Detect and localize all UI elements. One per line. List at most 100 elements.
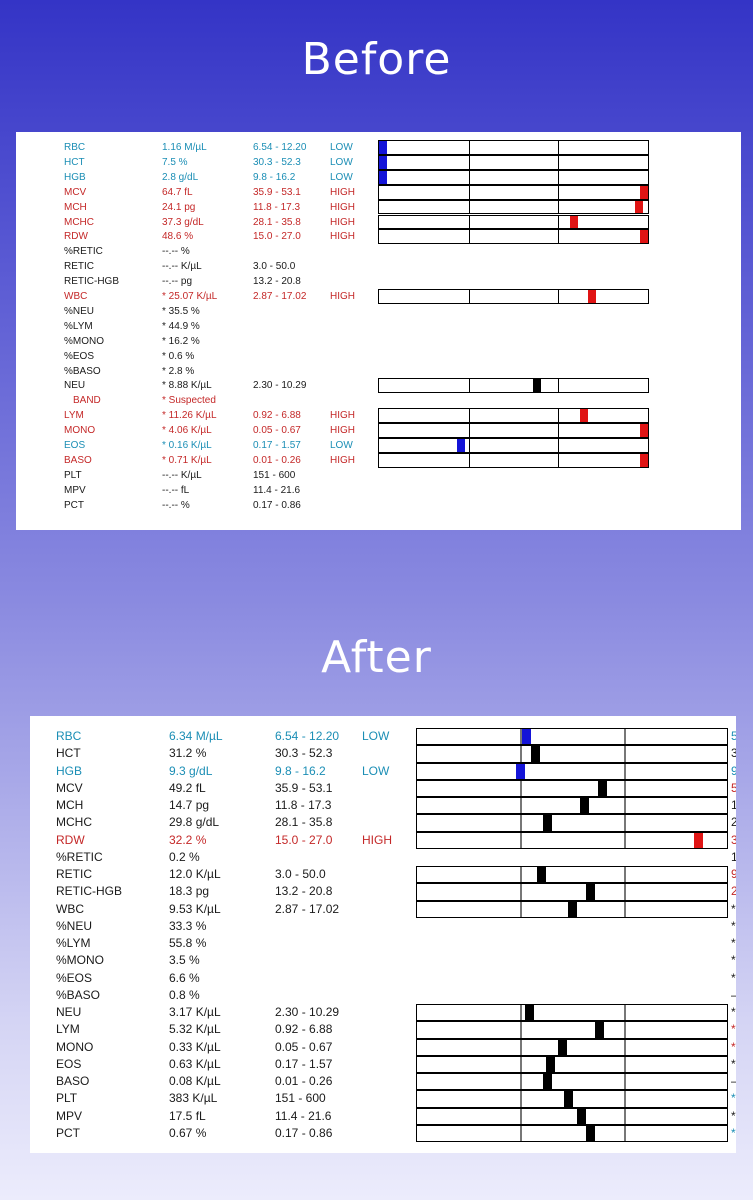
reference-range: 151 - 600 <box>275 1091 326 1106</box>
test-name: LYM <box>64 410 84 422</box>
test-value: * 0.71 K/µL <box>162 454 212 466</box>
range-marker <box>564 1091 573 1107</box>
test-value: 2.8 g/dL <box>162 171 199 183</box>
range-indicator-bar <box>416 728 728 746</box>
reference-range: 0.05 - 0.67 <box>275 1039 333 1054</box>
range-indicator-bar <box>416 1124 728 1142</box>
range-marker <box>457 439 465 452</box>
result-row-band: BAND * Suspected <box>16 393 741 408</box>
range-marker <box>379 155 387 169</box>
status-flag: HIGH <box>330 425 355 437</box>
range-indicator-bar <box>416 779 728 797</box>
test-value: 0.63 K/µL <box>169 1056 221 1071</box>
result-row-pct-mono: %MONO * 16.2 % <box>16 334 741 349</box>
reference-range: 11.8 - 17.3 <box>253 201 301 213</box>
result-row-mchc: MCHC 29.8 g/dL 28.1 - 35.8 2 <box>30 814 736 832</box>
range-marker <box>568 901 577 917</box>
range-marker <box>598 780 607 796</box>
test-name: HGB <box>56 763 83 778</box>
clipped-edge-text: * <box>731 1056 736 1071</box>
test-value: 9.53 K/µL <box>169 901 221 916</box>
result-row-pct-neu: %NEU * 35.5 % <box>16 304 741 319</box>
result-row-mono: MONO 0.33 K/µL 0.05 - 0.67 * <box>30 1038 736 1056</box>
test-value: 64.7 fL <box>162 186 193 198</box>
test-value: 0.33 K/µL <box>169 1039 221 1054</box>
range-indicator-bar <box>378 169 649 185</box>
test-name: WBC <box>64 291 88 302</box>
test-name: %EOS <box>64 350 95 362</box>
result-row-pct-lym: %LYM 55.8 % * <box>30 935 736 952</box>
status-flag: HIGH <box>330 231 355 243</box>
test-name: BASO <box>64 454 92 466</box>
range-indicator-bar <box>416 1004 728 1022</box>
range-marker <box>588 290 596 303</box>
result-row-plt: PLT 383 K/µL 151 - 600 * <box>30 1090 736 1108</box>
clipped-edge-text: * <box>731 953 736 968</box>
test-value: * 25.07 K/µL <box>162 291 218 302</box>
clipped-edge-text: * <box>731 1125 736 1140</box>
result-row-pct-mono: %MONO 3.5 % * <box>30 952 736 969</box>
test-name: MCV <box>56 780 83 795</box>
test-value: * 2.8 % <box>162 365 195 377</box>
range-indicator-bar <box>416 1021 728 1039</box>
test-value: --.-- fL <box>162 484 190 496</box>
test-name: RETIC-HGB <box>64 276 119 288</box>
test-name: MCH <box>56 798 84 812</box>
result-row-retic: RETIC 12.0 K/µL 3.0 - 50.0 9 <box>30 866 736 884</box>
result-row-mch: MCH 14.7 pg 11.8 - 17.3 1 <box>30 797 736 815</box>
range-marker <box>379 170 387 184</box>
test-value: 5.32 K/µL <box>169 1022 221 1037</box>
result-row-hct: HCT 7.5 % 30.3 - 52.3 LOW <box>16 154 741 170</box>
reference-range: 35.9 - 53.1 <box>275 780 333 795</box>
test-value: 3.17 K/µL <box>169 1005 221 1019</box>
clipped-edge-text: 9 <box>731 867 736 881</box>
test-value: * Suspected <box>162 395 216 407</box>
range-marker <box>640 424 648 437</box>
clipped-edge-text: 9 <box>731 763 736 778</box>
result-row-pct-retic: %RETIC 0.2 % 1 <box>30 849 736 866</box>
test-name: %RETIC <box>56 849 103 864</box>
clipped-edge-text: * <box>731 901 736 916</box>
reference-range: 30.3 - 52.3 <box>253 156 301 168</box>
result-row-pct: PCT --.-- % 0.17 - 0.86 <box>16 498 741 513</box>
clipped-edge-text: 2 <box>731 815 736 830</box>
test-name: MCHC <box>56 815 92 830</box>
test-value: * 11.26 K/µL <box>162 410 217 422</box>
status-flag: LOW <box>330 440 353 451</box>
range-marker <box>640 185 648 199</box>
reference-range: 0.01 - 0.26 <box>253 454 301 466</box>
range-indicator-bar <box>416 866 728 884</box>
test-name: BAND <box>73 395 101 407</box>
result-row-hct: HCT 31.2 % 30.3 - 52.3 3 <box>30 745 736 763</box>
test-value: 6.34 M/µL <box>169 729 223 743</box>
range-marker <box>516 763 525 779</box>
range-indicator-bar <box>378 184 649 200</box>
clipped-edge-text: – <box>731 1073 736 1090</box>
range-indicator-bar <box>416 1055 728 1073</box>
test-value: 0.2 % <box>169 849 200 864</box>
test-name: MCV <box>64 186 87 198</box>
clipped-edge-text: * <box>731 918 736 933</box>
range-indicator-bar <box>416 1090 728 1108</box>
after-results-panel: RBC 6.34 M/µL 6.54 - 12.20 LOW 5 HCT 31.2 % 30.… <box>30 716 736 1153</box>
clipped-edge-text: – <box>731 987 736 1004</box>
test-name: %MONO <box>56 953 104 968</box>
range-indicator-bar <box>416 762 728 780</box>
test-name: %LYM <box>64 320 93 332</box>
reference-range: 2.87 - 17.02 <box>275 901 340 916</box>
test-name: %EOS <box>56 970 93 985</box>
reference-range: 3.0 - 50.0 <box>275 867 326 881</box>
test-name: %NEU <box>56 918 93 933</box>
range-indicator-bar <box>416 900 728 918</box>
test-name: WBC <box>56 901 84 916</box>
status-flag: LOW <box>330 156 353 168</box>
range-marker <box>558 1039 567 1055</box>
test-value: * 44.9 % <box>162 320 200 332</box>
status-flag: HIGH <box>330 410 355 422</box>
result-row-hgb: HGB 2.8 g/dL 9.8 - 16.2 LOW <box>16 169 741 185</box>
result-row-pct-retic: %RETIC --.-- % <box>16 244 741 259</box>
reference-range: 2.87 - 17.02 <box>253 291 307 302</box>
before-heading: Before <box>301 34 452 85</box>
after-heading: After <box>321 632 432 683</box>
test-value: --.-- % <box>162 499 190 511</box>
